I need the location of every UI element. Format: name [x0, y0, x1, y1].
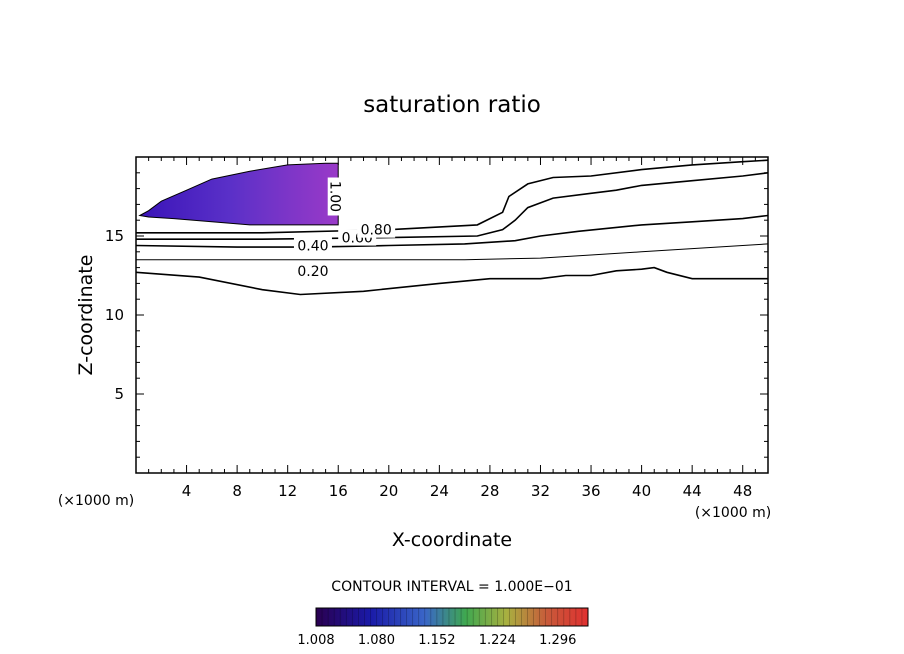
x-tick-label: 8: [232, 482, 242, 500]
x-tick-label: 24: [430, 482, 449, 500]
x-axis-label: X-coordinate: [392, 529, 512, 551]
colorbar-gradient: [315, 607, 589, 627]
contour-line: [136, 172, 768, 240]
x-tick-label: 4: [182, 482, 192, 500]
contour-line: [136, 266, 768, 296]
y-tick-label: 15: [105, 227, 124, 245]
x-tick-label: 36: [581, 482, 600, 500]
y-axis-label: Z-coordinate: [75, 255, 97, 376]
contour-label-bg: [357, 221, 396, 238]
contour-label-bg: [293, 262, 332, 279]
contour-label-bg: [293, 237, 332, 254]
x-tick-label: 32: [531, 482, 550, 500]
colorbar-tick-label: 1.224: [479, 633, 516, 648]
colorbar: 1.008 1.080 1.152 1.224 1.296: [297, 607, 589, 648]
supersaturation-region: [138, 162, 339, 226]
x-tick-label: 44: [683, 482, 702, 500]
y-tick-label: 10: [105, 306, 124, 324]
contour-line: [136, 243, 768, 261]
x-tick-label: 12: [278, 482, 297, 500]
x-tick-label: 48: [733, 482, 752, 500]
x-tick-label: 40: [632, 482, 651, 500]
x-tick-label: 20: [379, 482, 398, 500]
colorbar-tick-label: 1.008: [297, 633, 334, 648]
y-tick-label: 5: [114, 385, 124, 403]
x-unit-right: (×1000 m): [695, 505, 771, 521]
x-tick-label: 28: [480, 482, 499, 500]
contour-label-bg: [327, 177, 344, 216]
plot-area: [136, 159, 768, 296]
contour-interval-text: CONTOUR INTERVAL = 1.000E−01: [331, 579, 572, 595]
contour-label: 0.40: [297, 238, 328, 254]
contour-label: 0.20: [297, 264, 328, 280]
colorbar-tick-label: 1.296: [539, 633, 576, 648]
contour-label: 0.80: [361, 223, 392, 239]
chart-title: saturation ratio: [363, 92, 541, 118]
x-tick-label: 16: [329, 482, 348, 500]
x-unit-left: (×1000 m): [58, 493, 134, 509]
colorbar-tick-label: 1.152: [418, 633, 455, 648]
contour-label: 1.00: [327, 181, 343, 212]
colorbar-tick-label: 1.080: [358, 633, 395, 648]
